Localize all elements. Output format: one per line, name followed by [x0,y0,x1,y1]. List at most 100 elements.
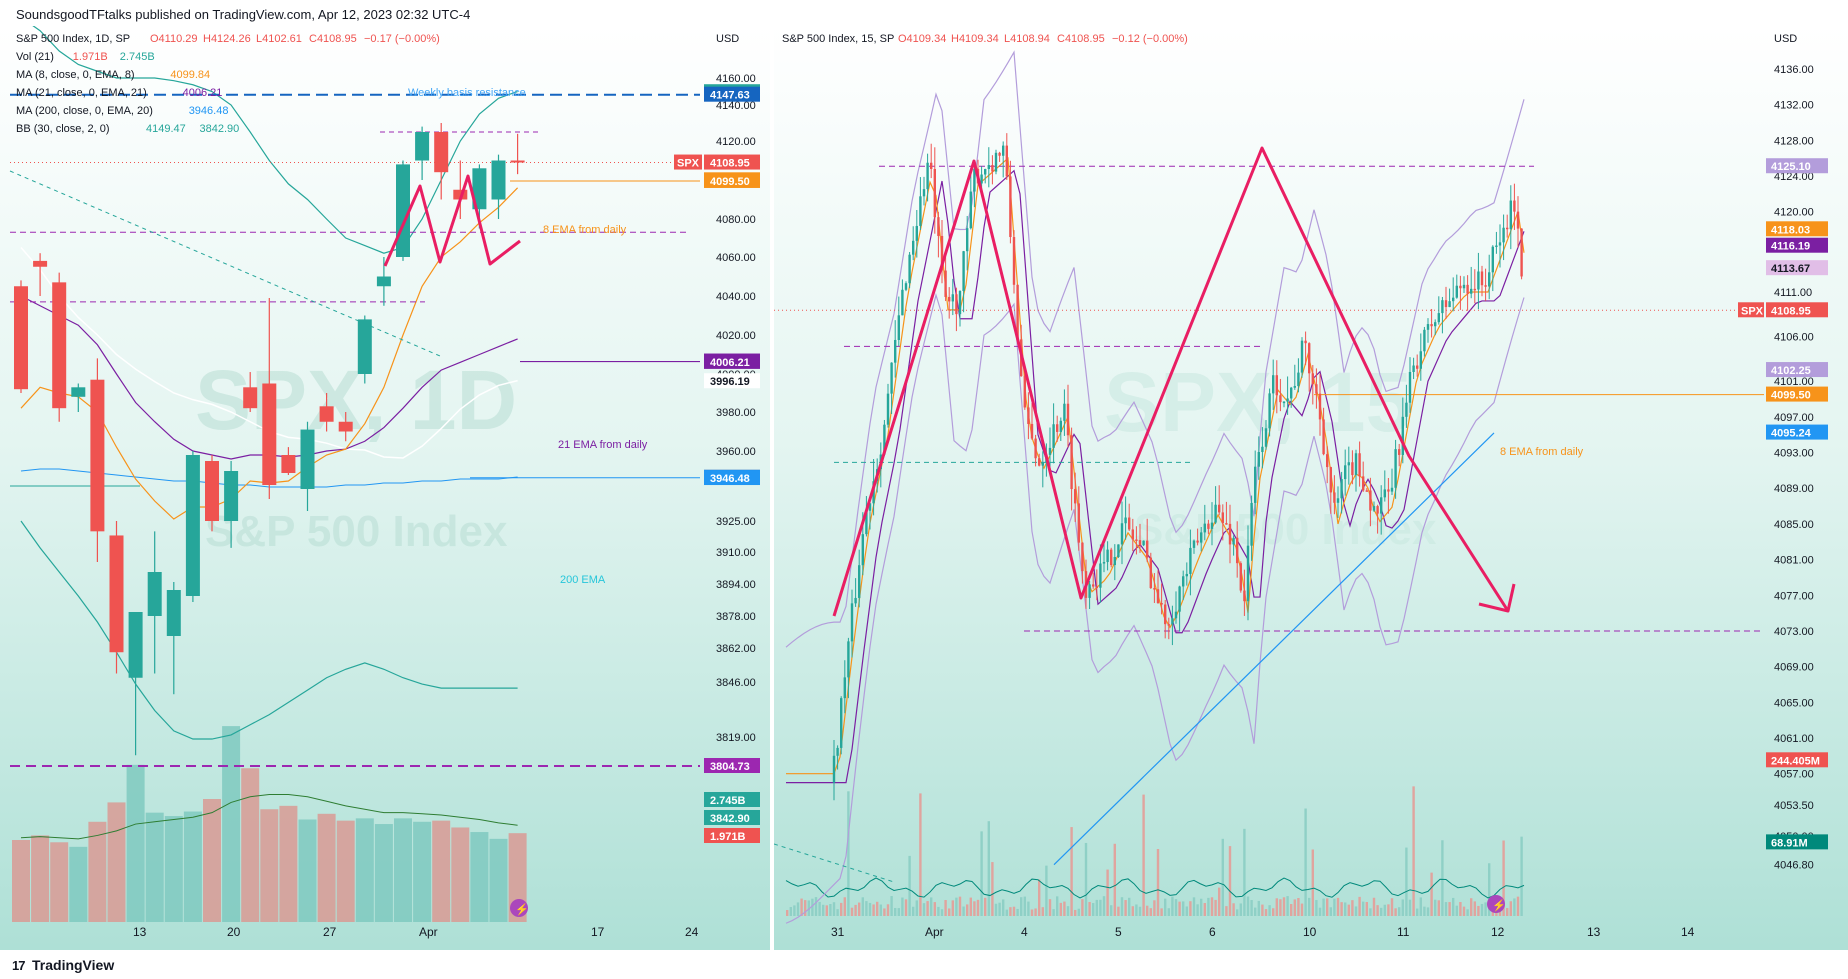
volume-bar [1376,905,1379,916]
legend-ohlc: O4110.29 H4124.26 L4102.61 C4108.95 −0.17 (−… [150,33,440,45]
watermark-symbol: SPX, 15 [1104,355,1412,449]
candle-body [1293,386,1296,388]
candle-body [858,565,861,598]
volume-bar [940,909,944,916]
volume-bar [976,899,980,916]
tradingview-footer: 17 TradingView [0,950,1848,979]
volume-bar [1293,899,1296,916]
price-tick-label: 3878.00 [716,611,756,623]
volume-bar [883,908,886,916]
candle-body [1077,503,1080,543]
candle-body [1210,522,1214,529]
candle-body [1444,300,1448,308]
legend-title: S&P 500 Index, 15, SP [782,33,894,45]
volume-bar [854,904,857,916]
candle-body [1290,387,1293,399]
intraday-15m-chart[interactable]: SPX, 15 S&P 500 Index 8 EMA from daily S&P … [774,26,1848,950]
symbol-tag: SPX [1741,305,1764,317]
candle-body [1048,447,1052,455]
candle-body [1369,490,1372,511]
volume-bar [969,897,972,916]
candle-body [357,319,372,374]
candle-body [185,455,200,596]
volume-bar [1002,899,1005,916]
volume-bar [1149,908,1152,916]
candle-body [861,534,864,566]
volume-bar [840,902,843,916]
volume-bar [1138,906,1142,916]
watermark-name: S&P 500 Index [1134,505,1437,554]
price-tick-label: 4046.80 [1774,860,1814,872]
volume-bar [1513,898,1516,916]
candle-body [1052,424,1055,448]
candle-body [926,162,929,190]
volume-bar [926,901,929,916]
candle-body [1196,540,1199,543]
candle-body [962,251,965,291]
candle-body [940,235,944,271]
candle-body [1268,393,1271,429]
price-tick-label: 4061.00 [1774,733,1814,745]
volume-bar [1455,905,1458,916]
candle-body [980,174,983,184]
candle-body [1506,227,1509,230]
candle-body [1495,245,1498,248]
candle-body [1214,504,1217,523]
volume-bar [1239,903,1242,916]
candle-body [1149,557,1152,589]
candle-body [1394,449,1397,488]
candle-body [1142,540,1145,546]
legend-l: L4102.61 [256,33,302,45]
candle-body [1002,145,1005,156]
volume-bar [1243,828,1246,916]
volume-bar [164,816,183,922]
candle-body [1207,523,1210,529]
candle-body [1034,438,1037,459]
ema21-line [786,169,1525,784]
volume-bar [1142,794,1145,916]
legend-o: O4109.34 [898,33,946,45]
candle-body [90,379,105,532]
candle-body [1250,502,1253,546]
candle-body [1088,584,1091,598]
legend-change: −0.12 (−0.00%) [1112,33,1188,45]
tradingview-logo-icon: 17 [12,958,26,973]
candle-body [1347,462,1350,466]
candle-body [1272,375,1275,394]
currency-label: USD [716,33,739,45]
price-tick-label: 4093.00 [1774,448,1814,460]
price-label: 4147.63 [710,90,750,102]
symbol-tag-box [674,154,702,170]
price-label: 4099.50 [1771,390,1811,402]
indicator-name: MA (200, close, 0, EMA, 20) [16,105,153,117]
time-tick-label: 27 [323,925,337,939]
chart-divider[interactable] [770,26,774,950]
volume-bar [1419,897,1422,916]
volume-bar [1074,909,1077,916]
price-tick-label: 4060.00 [716,252,756,264]
candle-body [1509,200,1512,230]
price-label-box [704,792,760,807]
price-label: 4113.67 [1771,263,1810,275]
volume-bar [1084,842,1088,916]
volume-bar [1383,904,1386,916]
candle-body [1491,246,1494,273]
lightning-icon-glyph: ⚡ [515,903,529,916]
candle-body [224,471,239,521]
price-label-box [1766,752,1828,768]
volume-bar [1052,909,1055,916]
volume-bar [1466,909,1469,916]
volume-bar [1297,897,1300,916]
candle-body [1128,517,1131,530]
volume-bar [1070,827,1073,916]
volume-bar [1218,887,1221,916]
time-tick-label: 6 [1209,925,1216,939]
volume-bar [1412,786,1415,916]
candle-body [987,165,990,170]
candle-body [1520,228,1523,277]
price-tick-label: 3910.00 [716,547,756,559]
volume-bar [1369,908,1372,916]
volume-bar [1020,897,1023,916]
price-label-box [704,172,760,188]
